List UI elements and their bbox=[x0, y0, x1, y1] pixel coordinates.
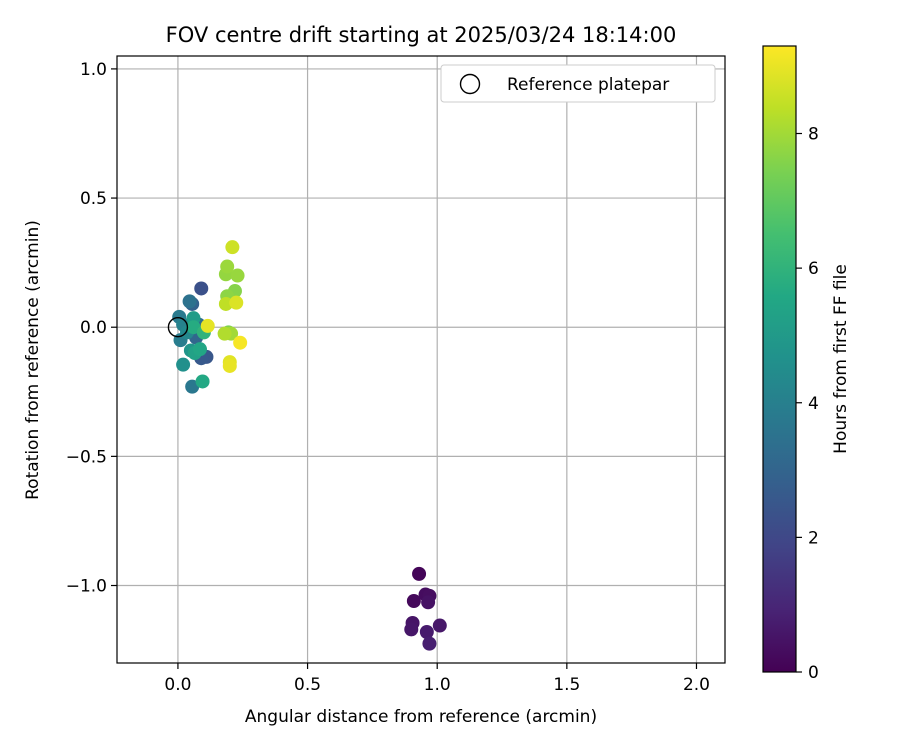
data-point bbox=[225, 240, 240, 255]
colorbar-tick-label: 4 bbox=[808, 394, 819, 414]
y-tick-label: −1.0 bbox=[66, 577, 107, 597]
data-point bbox=[200, 318, 215, 333]
colorbar: 0 2 4 6 8 Hours from first FF file bbox=[762, 45, 851, 683]
colorbar-tick-label: 2 bbox=[808, 528, 819, 548]
colorbar-ticks: 0 2 4 6 8 bbox=[796, 125, 819, 683]
data-point bbox=[432, 618, 447, 633]
data-point bbox=[229, 295, 244, 310]
plot-frame bbox=[116, 55, 726, 664]
data-point bbox=[220, 259, 235, 274]
data-point bbox=[419, 625, 434, 640]
legend-reference-marker bbox=[459, 73, 481, 95]
x-tick-label: 2.0 bbox=[683, 675, 710, 695]
reference-marker-group bbox=[167, 317, 189, 338]
data-point bbox=[194, 281, 209, 296]
colorbar-tick-label: 0 bbox=[808, 663, 819, 683]
colorbar-gradient bbox=[762, 45, 797, 673]
data-point bbox=[230, 268, 245, 283]
data-points bbox=[172, 240, 447, 651]
x-axis-ticks: 0.0 0.5 1.0 1.5 2.0 bbox=[164, 663, 710, 695]
y-tick-label: −0.5 bbox=[66, 447, 107, 467]
data-point bbox=[222, 358, 237, 373]
y-tick-label: 0.0 bbox=[80, 318, 107, 338]
data-point bbox=[422, 636, 437, 651]
data-point bbox=[185, 379, 200, 394]
data-point bbox=[406, 594, 421, 609]
x-tick-label: 0.5 bbox=[294, 675, 321, 695]
x-axis-label: Angular distance from reference (arcmin) bbox=[245, 707, 597, 727]
grid bbox=[117, 56, 725, 663]
y-tick-label: 1.0 bbox=[80, 60, 107, 80]
legend-box bbox=[440, 64, 716, 103]
data-point bbox=[186, 320, 201, 335]
legend-entry-reference: Reference platepar bbox=[507, 75, 669, 95]
y-axis-label: Rotation from reference (arcmin) bbox=[23, 220, 43, 500]
data-point bbox=[218, 296, 233, 311]
data-point bbox=[176, 357, 191, 372]
data-point bbox=[404, 622, 419, 637]
x-tick-label: 1.0 bbox=[424, 675, 451, 695]
y-axis-ticks: 1.0 0.5 0.0 −0.5 −1.0 bbox=[66, 60, 117, 597]
legend: Reference platepar bbox=[440, 64, 716, 103]
reference-marker bbox=[167, 317, 189, 338]
x-tick-label: 0.0 bbox=[164, 675, 191, 695]
data-point bbox=[217, 326, 232, 341]
data-point bbox=[182, 294, 197, 309]
data-point bbox=[192, 342, 207, 357]
colorbar-tick-label: 8 bbox=[808, 125, 819, 145]
data-point bbox=[412, 566, 427, 581]
x-tick-label: 1.5 bbox=[553, 675, 580, 695]
colorbar-label: Hours from first FF file bbox=[831, 264, 851, 454]
y-tick-label: 0.5 bbox=[80, 189, 107, 209]
data-point bbox=[421, 595, 436, 610]
data-point bbox=[195, 374, 210, 389]
chart-title: FOV centre drift starting at 2025/03/24 … bbox=[166, 23, 677, 47]
colorbar-tick-label: 6 bbox=[808, 259, 819, 279]
data-point bbox=[233, 335, 248, 350]
